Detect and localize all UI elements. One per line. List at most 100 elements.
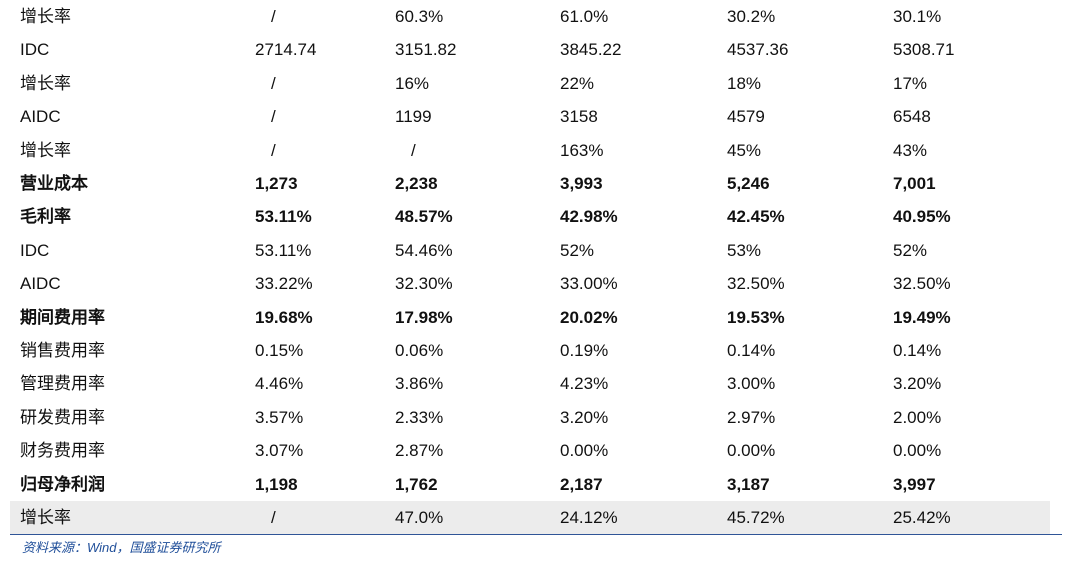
table-row: 期间费用率 19.68% 17.98% 20.02% 19.53% 19.49% [10,301,1050,334]
cell: 24.12% [560,508,618,527]
cell: 52% [893,240,928,260]
cell: 20.02% [560,307,618,327]
cell: 48.57% [395,207,453,227]
row-label: 管理费用率 [20,374,105,394]
cell: 2.97% [727,407,776,427]
row-label: 财务费用率 [20,441,105,461]
cell: 45.72% [727,508,785,527]
cell: 42.98% [560,207,618,227]
source-note: 资料来源：Wind，国盛证券研究所 [22,540,221,555]
cell: 1,273 [255,174,298,193]
cell: 17% [893,73,928,93]
cell: 3,993 [560,174,603,193]
cell: / [271,140,276,160]
row-label: 营业成本 [20,174,88,193]
cell: 5,246 [727,174,770,193]
table-row: IDC 2714.74 3151.82 3845.22 4537.36 5308.71 [10,33,1050,66]
cell: 19.68% [255,307,313,327]
table-row: 财务费用率 3.07% 2.87% 0.00% 0.00% 0.00% [10,434,1050,467]
cell: 3,187 [727,474,770,494]
cell: 4579 [727,107,765,127]
cell: 18% [727,73,762,93]
cell: 52% [560,240,595,260]
cell: 22% [560,73,595,93]
cell: 6548 [893,107,931,127]
cell: 2,187 [560,474,603,494]
cell: / [271,508,276,527]
cell: 2,238 [395,174,438,193]
cell: 30.2% [727,7,776,26]
row-label: IDC [20,40,50,60]
table-row: 增长率 / 16% 22% 18% 17% [10,67,1050,100]
cell: 1,198 [255,474,298,494]
cell: 2714.74 [255,40,317,60]
table-row: 研发费用率 3.57% 2.33% 3.20% 2.97% 2.00% [10,401,1050,434]
cell: 45% [727,140,762,160]
cell: 2.00% [893,407,942,427]
table-row: 增长率 / / 163% 45% 43% [10,134,1050,167]
cell: 0.14% [893,341,942,360]
cell: 4.46% [255,374,304,394]
cell: 61.0% [560,7,609,26]
cell: 2.33% [395,407,444,427]
row-label: 增长率 [20,7,71,26]
row-label: 增长率 [20,73,71,93]
cell: 19.49% [893,307,951,327]
cell: 33.22% [255,274,313,294]
cell: 53% [727,240,762,260]
cell: 4.23% [560,374,609,394]
cell: 0.14% [727,341,776,360]
cell: 30.1% [893,7,942,26]
row-label: AIDC [20,107,61,127]
cell: 3.07% [255,441,304,461]
row-label: 毛利率 [20,207,71,227]
cell: 16% [395,73,430,93]
cell: 3.20% [560,407,609,427]
cell: 32.30% [395,274,453,294]
cell: 47.0% [395,508,444,527]
cell: 0.00% [560,441,609,461]
cell: 0.15% [255,341,304,360]
cell: 3.00% [727,374,776,394]
row-label: AIDC [20,274,61,294]
cell: 5308.71 [893,40,955,60]
cell: 1,762 [395,474,438,494]
row-label: 增长率 [20,508,71,527]
cell: 40.95% [893,207,951,227]
cell: 53.11% [255,240,312,260]
cell: 3158 [560,107,598,127]
cell: 60.3% [395,7,444,26]
row-label: 增长率 [20,140,71,160]
cell: 17.98% [395,307,453,327]
table-row: 营业成本 1,273 2,238 3,993 5,246 7,001 [10,167,1050,200]
row-label: 归母净利润 [20,474,105,494]
cell: 42.45% [727,207,785,227]
table-row: 毛利率 53.11% 48.57% 42.98% 42.45% 40.95% [10,200,1050,233]
cell: 25.42% [893,508,951,527]
table-row: 归母净利润 1,198 1,762 2,187 3,187 3,997 [10,468,1050,501]
rule [10,534,1062,535]
cell: 3151.82 [395,40,457,60]
cell: / [271,107,276,127]
cell: 3845.22 [560,40,622,60]
cell: 3.57% [255,407,304,427]
table-row: 增长率 / 47.0% 24.12% 45.72% 25.42% [10,501,1050,535]
table-row: 增长率 / 60.3% 61.0% 30.2% 30.1% [10,0,1050,33]
row-label: IDC [20,240,50,260]
row-label: 销售费用率 [20,341,105,360]
cell: 32.50% [893,274,951,294]
cell: 43% [893,140,928,160]
row-label: 期间费用率 [20,307,105,327]
cell: 33.00% [560,274,618,294]
cell: / [271,73,276,93]
table-row: AIDC 33.22% 32.30% 33.00% 32.50% 32.50% [10,267,1050,300]
cell: 19.53% [727,307,785,327]
table-row: 管理费用率 4.46% 3.86% 4.23% 3.00% 3.20% [10,367,1050,400]
cell: / [271,7,276,26]
cell: 2.87% [395,441,444,461]
cell: 0.00% [727,441,776,461]
table-row: 销售费用率 0.15% 0.06% 0.19% 0.14% 0.14% [10,334,1050,367]
row-label: 研发费用率 [20,407,105,427]
cell: 7,001 [893,174,936,193]
